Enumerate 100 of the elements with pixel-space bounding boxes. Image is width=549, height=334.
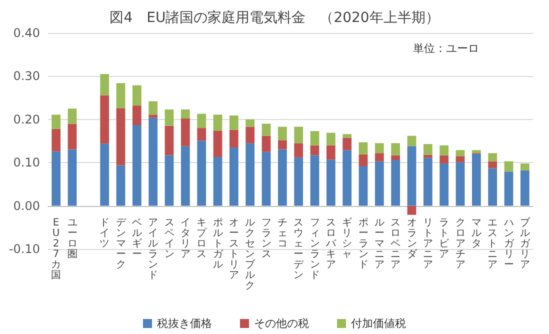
legend-label: その他の税	[254, 317, 309, 330]
y-tick-label: 0.00	[13, 198, 40, 213]
bar	[197, 128, 206, 141]
bar	[456, 162, 465, 206]
bar	[116, 165, 126, 206]
x-tick-label: ユーロ圏	[67, 218, 78, 260]
x-tick-label: スウェーデン	[294, 218, 305, 282]
bar	[391, 143, 400, 156]
x-tick-label: ルクセンブルク	[245, 218, 256, 292]
bar	[229, 147, 238, 206]
bar	[440, 145, 449, 156]
bar	[358, 154, 368, 166]
legend-label: 付加価値税	[351, 317, 406, 330]
bar	[374, 161, 384, 206]
y-tick-label: 0.20	[13, 112, 40, 126]
x-tick-label: ハンガリー	[502, 218, 515, 271]
x-tick-label: EU27カ国	[51, 218, 62, 282]
bar	[407, 136, 416, 146]
bar	[456, 156, 465, 162]
bar	[342, 134, 352, 138]
x-tick-label: ルーマニア	[374, 218, 384, 271]
bar	[68, 108, 77, 124]
bar	[213, 130, 222, 157]
bar	[246, 119, 255, 127]
bar	[116, 83, 126, 108]
bar	[504, 172, 514, 206]
bar	[358, 142, 368, 154]
bar	[456, 150, 465, 156]
x-tick-label: クロアチア	[455, 218, 466, 271]
bar	[407, 206, 416, 215]
bar	[374, 153, 384, 162]
bar	[100, 95, 110, 144]
y-tick-label: 0.10	[13, 156, 40, 170]
x-tick-label: リトアニア	[422, 218, 433, 271]
bar	[52, 128, 61, 152]
annotation: 単位：ユーロ	[413, 42, 479, 55]
bar	[342, 138, 352, 150]
bar	[262, 136, 271, 152]
bar	[229, 130, 238, 148]
x-tick-label: スロベニア	[390, 218, 401, 271]
x-tick-label: イタリア	[180, 218, 190, 260]
x-tick-label: チェコ	[277, 218, 288, 250]
bar	[262, 152, 271, 206]
bar	[278, 149, 287, 206]
bar	[440, 155, 449, 164]
bar	[391, 160, 400, 206]
x-tick-label: マルタ	[471, 218, 482, 250]
x-tick-label: フィンランド	[310, 218, 320, 282]
bar	[246, 143, 255, 206]
bar	[132, 85, 142, 106]
bar	[423, 144, 432, 155]
bar	[294, 157, 304, 206]
bar	[164, 155, 174, 206]
bar	[68, 149, 77, 206]
x-tick-label: エストニア	[488, 218, 498, 271]
bar	[52, 114, 61, 129]
bar	[488, 161, 498, 168]
bar	[164, 126, 174, 156]
bar	[132, 125, 142, 206]
bar	[246, 126, 255, 144]
bar	[294, 126, 304, 144]
x-tick-label: アイルランド	[148, 218, 158, 282]
x-tick-label: ポーランド	[358, 218, 368, 271]
bar	[116, 108, 126, 166]
bar	[310, 145, 320, 156]
x-tick-label: フランス	[261, 218, 272, 260]
bar	[148, 118, 158, 206]
bar	[326, 132, 336, 146]
bar	[520, 170, 530, 206]
bar	[488, 168, 498, 206]
bar	[180, 109, 190, 119]
bar	[262, 124, 271, 136]
y-tick-label: 0.30	[13, 69, 40, 84]
bar	[180, 118, 190, 146]
x-tick-label: オーストリア	[228, 218, 239, 282]
bar	[294, 143, 304, 158]
bar	[278, 140, 287, 150]
x-tick-label: デンマーク	[116, 218, 127, 271]
y-tick-label: 0.40	[13, 26, 40, 40]
bar	[326, 160, 336, 206]
bar	[132, 106, 142, 126]
x-tick-label: ベルギー	[132, 218, 142, 260]
bar	[326, 145, 336, 160]
bar	[488, 153, 498, 162]
bar	[68, 124, 77, 150]
x-tick-label: ラトビア	[439, 218, 450, 260]
x-tick-label: スペイン	[164, 218, 174, 260]
bar	[423, 158, 432, 206]
bar	[407, 146, 416, 206]
bar	[310, 155, 320, 206]
chart-title: 図4 EU諸国の家庭用電気料金 （2020年上半期）	[110, 10, 440, 26]
x-tick-label: ブルガリア	[520, 216, 531, 271]
bar	[391, 155, 400, 160]
y-tick-label: -0.10	[8, 242, 40, 256]
x-tick-label: スロバキア	[324, 218, 337, 271]
bar	[358, 166, 368, 206]
bar	[213, 156, 222, 206]
bar	[520, 163, 530, 170]
x-tick-label: ポルトガル	[212, 218, 224, 271]
bar	[197, 140, 206, 206]
